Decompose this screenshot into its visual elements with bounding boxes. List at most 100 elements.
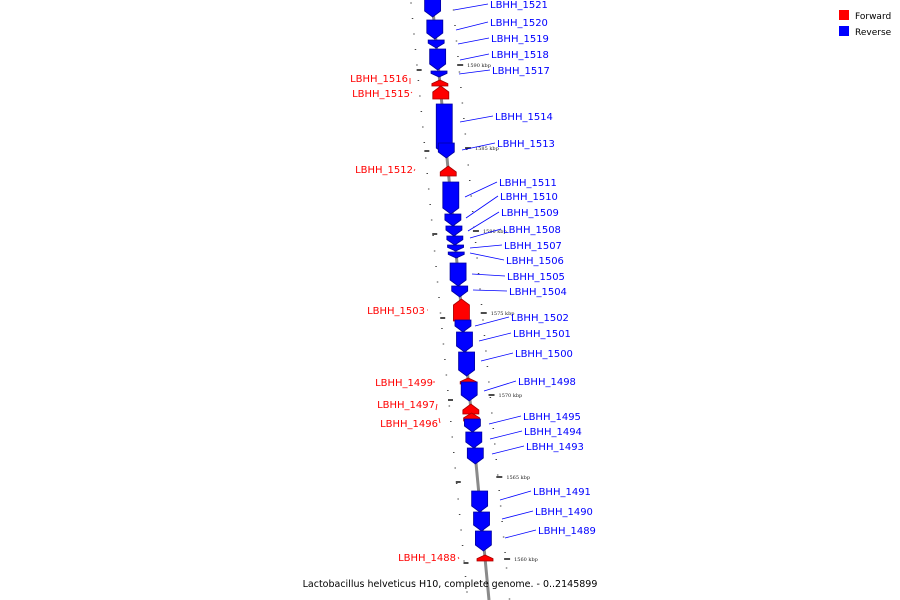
gene-label-lbhh_1521[interactable]: LBHH_1521 xyxy=(490,0,548,11)
gene-label-lbhh_1493[interactable]: LBHH_1493 xyxy=(526,442,584,453)
gene-arrow-lbhh_1505[interactable] xyxy=(449,262,467,287)
gene-leader-line xyxy=(469,244,503,249)
gene-leader-line xyxy=(491,445,525,455)
gene-arrow-lbhh_1515[interactable] xyxy=(432,85,450,100)
legend-label-forward: Forward xyxy=(855,12,891,22)
gene-leader-line xyxy=(435,403,438,411)
gene-leader-line xyxy=(465,195,499,219)
gene-leader-line xyxy=(461,142,496,151)
gene-label-lbhh_1519[interactable]: LBHH_1519 xyxy=(491,34,549,45)
gene-label-lbhh_1494[interactable]: LBHH_1494 xyxy=(524,427,582,438)
major-ticks: 1590 kbp 1585 kbp 1580 kbp 1575 kbp 1570 kbp… xyxy=(416,63,538,564)
gene-label-lbhh_1517[interactable]: LBHH_1517 xyxy=(492,66,550,77)
gene-label-lbhh_1518[interactable]: LBHH_1518 xyxy=(491,50,549,61)
gene-label-lbhh_1515[interactable]: LBHH_1515 xyxy=(352,89,410,100)
gene-label-lbhh_1495[interactable]: LBHH_1495 xyxy=(523,412,581,423)
tick-label: 1575 kbp xyxy=(491,311,515,317)
gene-arrow-lbhh_1491[interactable] xyxy=(471,490,489,513)
legend-item-reverse[interactable]: Reverse xyxy=(839,26,892,38)
gene-leader-line xyxy=(410,91,413,94)
gene-arrow-lbhh_1520[interactable] xyxy=(426,19,444,40)
tick-label: 1565 kbp xyxy=(506,475,530,481)
gene-leader-line xyxy=(413,168,416,172)
gene-arrow-lbhh_1503[interactable] xyxy=(453,298,470,322)
gene-leader-line xyxy=(467,211,500,232)
genome-title: Lactobacillus helveticus H10, complete g… xyxy=(303,579,598,590)
gene-arrow-lbhh_1501[interactable] xyxy=(456,331,473,353)
gene-leader-line xyxy=(453,3,489,11)
gene-leader-line xyxy=(488,415,522,425)
gene-arrow-lbhh_1493[interactable] xyxy=(466,447,484,465)
tick-label: 1560 kbp xyxy=(514,557,538,563)
gene-label-lbhh_1502[interactable]: LBHH_1502 xyxy=(511,313,569,324)
tick-label: 1590 kbp xyxy=(467,63,491,69)
gene-label-lbhh_1520[interactable]: LBHH_1520 xyxy=(490,18,548,29)
gene-leader-line xyxy=(469,252,505,261)
gene-arrow-lbhh_1521[interactable] xyxy=(424,0,442,18)
gene-arrow-lbhh_1518[interactable] xyxy=(429,48,447,71)
gene-label-lbhh_1501[interactable]: LBHH_1501 xyxy=(513,329,571,340)
gene-label-lbhh_1488[interactable]: LBHH_1488 xyxy=(398,553,456,564)
gene-arrow-lbhh_1513[interactable] xyxy=(437,142,455,159)
gene-label-lbhh_1489[interactable]: LBHH_1489 xyxy=(538,526,596,537)
gene-label-lbhh_1490[interactable]: LBHH_1490 xyxy=(535,507,593,518)
gene-label-lbhh_1504[interactable]: LBHH_1504 xyxy=(509,287,567,298)
gene-label-lbhh_1498[interactable]: LBHH_1498 xyxy=(518,377,576,388)
gene-arrow-lbhh_1512[interactable] xyxy=(439,165,457,177)
gene-arrow-lbhh_1495[interactable] xyxy=(464,418,481,433)
gene-label-lbhh_1510[interactable]: LBHH_1510 xyxy=(500,192,558,203)
legend-item-forward[interactable]: Forward xyxy=(839,10,891,22)
gene-leader-line xyxy=(480,352,514,362)
gene-label-lbhh_1507[interactable]: LBHH_1507 xyxy=(504,241,562,252)
gene-arrow-lbhh_1497[interactable] xyxy=(462,403,480,415)
gene-leader-line xyxy=(457,37,490,45)
gene-label-lbhh_1499[interactable]: LBHH_1499 xyxy=(375,378,433,389)
gene-leader-line xyxy=(459,53,490,61)
gene-arrow-lbhh_1494[interactable] xyxy=(465,431,483,449)
gene-label-lbhh_1500[interactable]: LBHH_1500 xyxy=(515,349,573,360)
gene-label-lbhh_1509[interactable]: LBHH_1509 xyxy=(501,208,559,219)
gene-label-lbhh_1503[interactable]: LBHH_1503 xyxy=(367,306,425,317)
gene-arrow-lbhh_1500[interactable] xyxy=(458,351,475,377)
tick-label: 1585 kbp xyxy=(475,146,499,152)
gene-leader-line xyxy=(458,69,491,75)
gene-arrow-lbhh_1507[interactable] xyxy=(447,244,464,252)
gene-labels: LBHH_1521 LBHH_1520 LBHH_1519 LBHH_1518 LBHH… xyxy=(350,0,596,564)
gene-arrow-lbhh_1506[interactable] xyxy=(447,251,465,259)
gene-leader-line xyxy=(438,417,441,424)
gene-label-lbhh_1496[interactable]: LBHH_1496 xyxy=(380,419,438,430)
gene-label-lbhh_1512[interactable]: LBHH_1512 xyxy=(355,165,413,176)
gene-arrow-lbhh_1511[interactable] xyxy=(442,181,460,215)
gene-arrow-lbhh_1519[interactable] xyxy=(427,39,445,49)
gene-arrow-lbhh_1517[interactable] xyxy=(430,70,448,78)
gene-label-lbhh_1506[interactable]: LBHH_1506 xyxy=(506,256,564,267)
gene-label-lbhh_1497[interactable]: LBHH_1497 xyxy=(377,400,435,411)
gene-arrow-lbhh_1510[interactable] xyxy=(444,213,462,227)
gene-leader-line xyxy=(455,21,489,31)
gene-leader-line xyxy=(469,228,502,239)
gene-label-lbhh_1505[interactable]: LBHH_1505 xyxy=(507,272,565,283)
gene-label-lbhh_1514[interactable]: LBHH_1514 xyxy=(495,112,553,123)
gene-arrow-lbhh_1502[interactable] xyxy=(454,319,472,333)
gene-arrow-lbhh_1509[interactable] xyxy=(445,225,463,237)
gene-label-lbhh_1516[interactable]: LBHH_1516 xyxy=(350,74,408,85)
legend-label-reverse: Reverse xyxy=(855,28,892,38)
gene-label-lbhh_1513[interactable]: LBHH_1513 xyxy=(497,139,555,150)
gene-arrow-lbhh_1488[interactable] xyxy=(476,554,494,562)
gene-label-lbhh_1491[interactable]: LBHH_1491 xyxy=(533,487,591,498)
gene-arrow-lbhh_1508[interactable] xyxy=(446,235,464,246)
gene-arrow-lbhh_1516[interactable] xyxy=(431,79,449,87)
gene-label-lbhh_1511[interactable]: LBHH_1511 xyxy=(499,178,557,189)
gene-leader-line xyxy=(501,510,534,520)
gene-label-lbhh_1508[interactable]: LBHH_1508 xyxy=(503,225,561,236)
gene-arrow-lbhh_1490[interactable] xyxy=(473,511,490,532)
gene-arrow-lbhh_1489[interactable] xyxy=(474,530,492,552)
gene-arrow-lbhh_1504[interactable] xyxy=(451,285,469,298)
gene-leader-line xyxy=(459,115,494,123)
gene-leader-line xyxy=(489,430,523,440)
gene-arrow-lbhh_1498[interactable] xyxy=(460,381,478,402)
gene-leader-line xyxy=(478,332,512,342)
legend: Forward Reverse xyxy=(839,10,892,38)
legend-swatch-forward xyxy=(839,10,849,20)
